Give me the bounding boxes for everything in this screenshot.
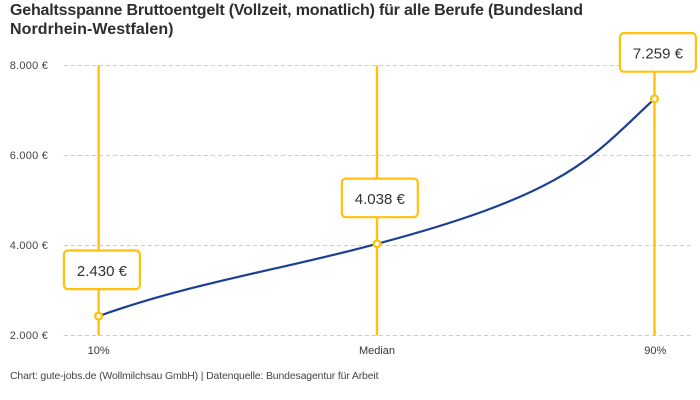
svg-text:Nordrhein-Westfalen): Nordrhein-Westfalen) [10,21,174,38]
svg-text:Chart: gute-jobs.de (Wollmilch: Chart: gute-jobs.de (Wollmilchsau GmbH) … [10,370,379,382]
svg-text:Median: Median [359,345,395,357]
svg-text:Gehaltsspanne Bruttoentgelt (V: Gehaltsspanne Bruttoentgelt (Vollzeit, m… [10,2,583,19]
svg-text:6.000 €: 6.000 € [10,150,48,162]
svg-text:7.259 €: 7.259 € [633,46,684,63]
svg-text:2.430 €: 2.430 € [77,263,128,280]
svg-text:4.000 €: 4.000 € [10,240,48,252]
svg-text:4.038 €: 4.038 € [355,191,406,208]
svg-text:8.000 €: 8.000 € [10,60,48,72]
svg-text:2.000 €: 2.000 € [10,330,48,342]
svg-text:10%: 10% [88,345,110,357]
svg-text:90%: 90% [644,345,666,357]
